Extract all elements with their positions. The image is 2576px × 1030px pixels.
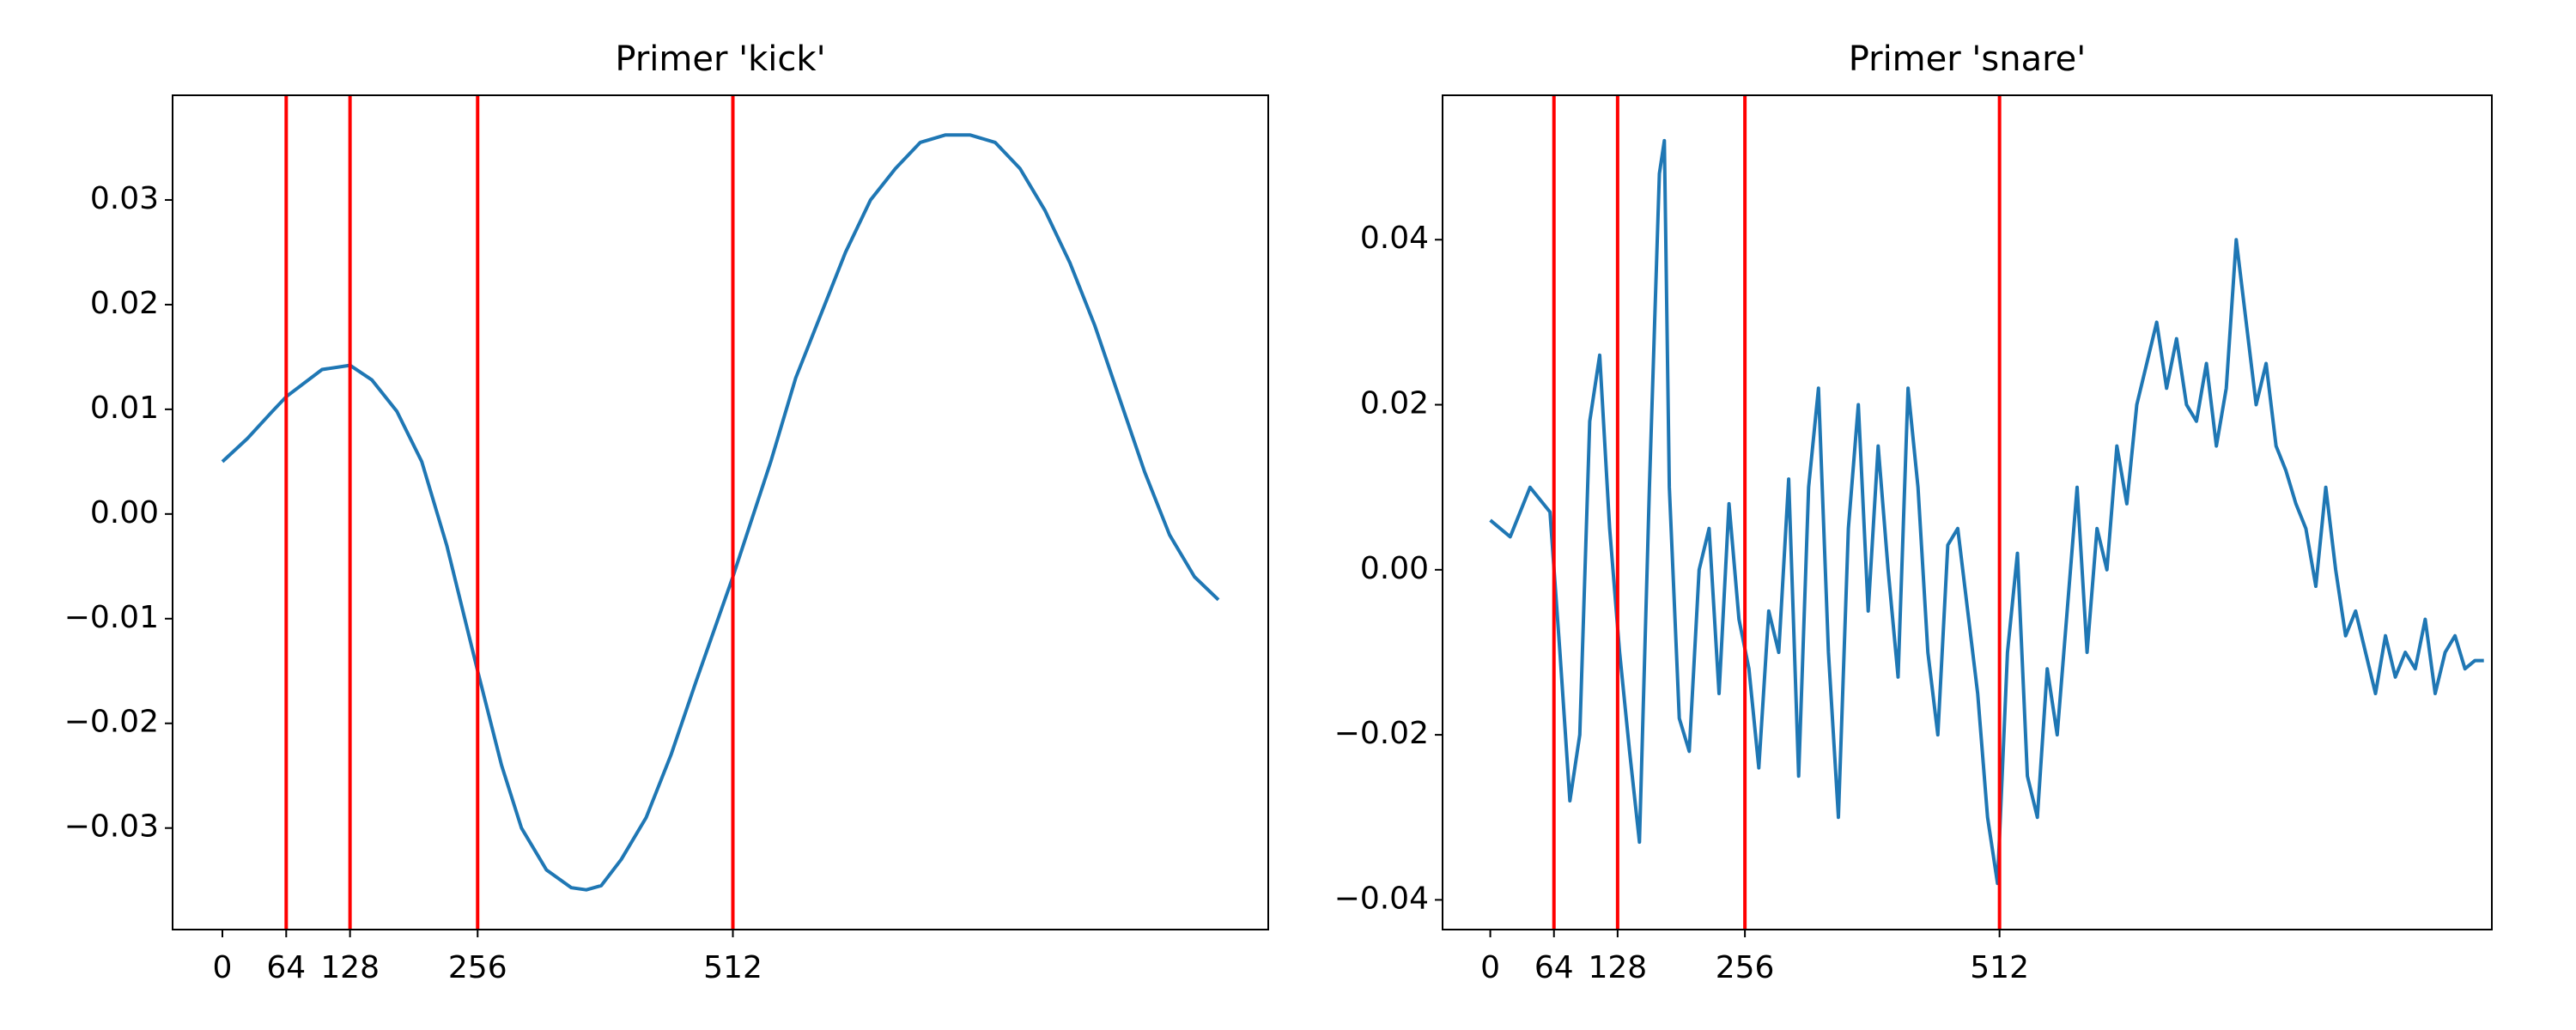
y-tick-label: 0.00 [90,495,159,530]
x-tick-label: 512 [1970,950,2029,985]
y-tick-label: −0.02 [1334,716,1429,751]
axes-frame [172,94,1269,930]
y-tick-label: 0.02 [90,286,159,321]
y-tick-label: −0.01 [64,600,159,635]
axes-frame [1442,94,2493,930]
x-tick-label: 0 [213,950,233,985]
x-tick-label: 128 [320,950,380,985]
chart-title: Primer 'snare' [1849,39,2087,79]
y-tick-label: −0.04 [1334,881,1429,916]
x-tick-label: 64 [266,950,306,985]
y-tick-label: −0.02 [64,705,159,740]
data-line [1489,138,2484,886]
x-tick-label: 128 [1589,950,1648,985]
y-tick-label: 0.00 [1360,551,1429,586]
x-tick-label: 0 [1480,950,1500,985]
y-tick-label: 0.03 [90,181,159,216]
x-tick-label: 256 [1716,950,1775,985]
y-tick-label: 0.01 [90,391,159,426]
x-tick-label: 512 [703,950,762,985]
x-tick-label: 64 [1534,950,1574,985]
chart-title: Primer 'kick' [615,39,825,79]
data-line [221,133,1220,892]
y-tick-label: −0.03 [64,809,159,845]
x-tick-label: 256 [448,950,507,985]
y-tick-label: 0.04 [1360,221,1429,256]
y-tick-label: 0.02 [1360,386,1429,421]
